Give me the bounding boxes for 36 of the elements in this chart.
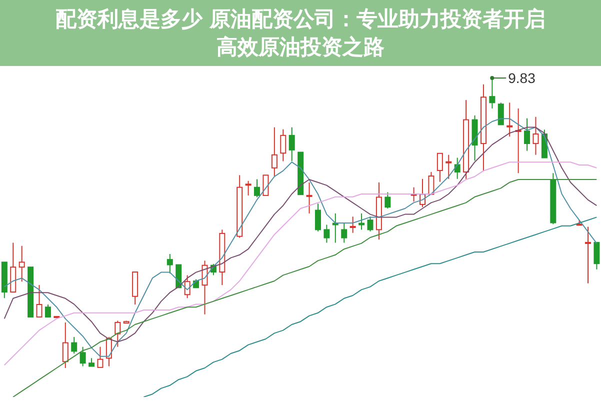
candlestick [489,78,496,109]
candlestick [324,224,330,244]
candlestick [428,171,434,195]
candlestick [18,245,25,282]
candlestick [166,254,173,274]
candlestick [532,116,539,156]
candlestick [288,126,295,162]
candlestick [594,242,600,270]
candlestick [498,102,504,126]
candlestick [62,322,68,368]
candlestick [384,192,391,209]
candlestick [271,126,278,177]
candlestick [341,222,348,244]
candlestick [245,180,252,196]
candlestick [524,118,530,152]
candlestick [97,346,104,368]
candlestick [254,178,260,198]
candlestick [262,174,269,196]
candlestick [44,304,51,318]
candlestick [71,336,78,354]
candlestick [584,226,591,284]
candlestick [114,320,121,348]
candlestick [306,182,312,214]
candlestick [506,102,513,138]
candlestick [314,203,321,232]
candlestick [36,284,42,318]
chart-title: 配资利息是多少 原油配资公司：专业助力投资者开启高效原油投资之路 [54,6,547,61]
candlestick [436,152,443,182]
candlestick [454,157,460,180]
candlestick [280,128,286,162]
candlestick [80,346,86,367]
candlestick [184,274,190,299]
candlestick [446,154,452,180]
annotation: 9.83 [508,70,536,86]
candlestick [350,216,356,234]
candlestick [367,216,374,232]
